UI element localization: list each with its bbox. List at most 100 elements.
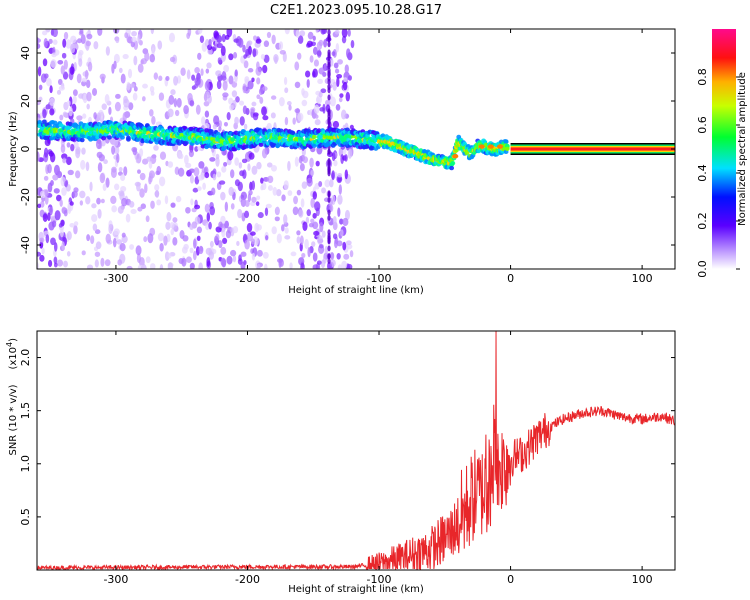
noise-point — [284, 235, 291, 240]
noise-point — [70, 143, 75, 152]
noise-point — [166, 211, 172, 222]
noise-point — [154, 184, 160, 191]
ridge-point — [126, 135, 131, 141]
noise-point — [311, 241, 316, 248]
noise-point — [321, 187, 326, 194]
noise-point — [294, 81, 301, 89]
noise-point — [173, 75, 179, 86]
noise-point — [234, 116, 239, 125]
noise-point — [327, 237, 331, 244]
tone-band — [510, 147, 675, 151]
noise-point — [40, 200, 45, 208]
noise-point — [317, 78, 323, 85]
noise-point — [262, 64, 268, 74]
ridge-point — [452, 154, 459, 159]
noise-point — [203, 122, 210, 130]
noise-point — [80, 159, 86, 170]
noise-point — [228, 97, 234, 105]
noise-point — [95, 139, 102, 150]
spectrogram-y-tick-label: -40 — [19, 236, 32, 254]
noise-point — [117, 259, 123, 266]
noise-point — [57, 259, 64, 267]
noise-point — [137, 206, 143, 212]
noise-point — [194, 67, 200, 74]
noise-point — [259, 96, 264, 104]
noise-point — [313, 230, 320, 236]
noise-point — [63, 209, 68, 217]
noise-point — [86, 264, 94, 269]
noise-point — [319, 222, 324, 233]
noise-point — [278, 96, 285, 107]
noise-point — [52, 29, 58, 38]
ridge-point — [81, 134, 86, 139]
noise-point — [226, 29, 233, 38]
snr-x-ticks: -300 -200 -100 0 100 — [103, 331, 653, 586]
noise-point — [115, 93, 121, 99]
noise-point — [211, 187, 216, 196]
noise-point — [43, 147, 49, 158]
noise-point — [147, 233, 154, 244]
noise-point — [96, 151, 103, 159]
noise-point — [318, 180, 323, 188]
noise-point — [125, 213, 131, 223]
noise-point — [103, 159, 108, 165]
noise-point — [72, 190, 78, 198]
noise-point — [342, 241, 347, 251]
noise-point — [99, 73, 106, 80]
noise-point — [349, 250, 354, 258]
noise-point — [239, 116, 245, 126]
noise-point — [220, 191, 226, 201]
noise-point — [232, 99, 237, 109]
ridge-point — [503, 139, 509, 144]
noise-point — [137, 34, 141, 44]
noise-point — [310, 218, 315, 224]
noise-point — [341, 29, 348, 38]
spectrogram-x-label: Height of straight line (km) — [288, 285, 424, 296]
noise-point — [43, 175, 49, 181]
noise-point — [165, 75, 170, 82]
noise-point — [167, 252, 172, 259]
noise-point — [284, 87, 289, 94]
noise-point — [186, 69, 191, 80]
spectrogram-x-tick-label: -200 — [235, 272, 260, 285]
noise-point — [327, 214, 331, 221]
noise-point — [341, 35, 347, 44]
noise-point — [192, 250, 197, 261]
noise-point — [52, 174, 59, 181]
noise-point — [283, 76, 288, 86]
noise-point — [86, 91, 92, 102]
noise-point — [335, 104, 341, 111]
noise-point — [67, 169, 74, 176]
noise-point — [261, 106, 267, 116]
noise-point — [145, 256, 151, 264]
colorbar-ticks: 0.0 0.2 0.4 0.6 0.8 — [696, 68, 740, 278]
noise-point — [132, 92, 138, 101]
noise-point — [142, 96, 146, 102]
noise-point — [200, 68, 204, 76]
noise-point — [47, 212, 51, 222]
noise-point — [192, 187, 199, 193]
ridge-point — [52, 120, 58, 126]
noise-point — [56, 169, 61, 177]
noise-point — [181, 246, 188, 254]
noise-point — [344, 154, 348, 162]
noise-point — [87, 61, 93, 72]
noise-point — [262, 86, 268, 92]
noise-point — [66, 142, 71, 148]
noise-point — [159, 242, 164, 252]
noise-point — [276, 233, 282, 244]
noise-point — [96, 112, 102, 121]
noise-point — [118, 67, 123, 74]
noise-point — [186, 32, 191, 39]
noise-point — [330, 96, 336, 107]
noise-point — [197, 174, 205, 181]
noise-point — [284, 227, 289, 234]
spectrogram-x-tick-label: -100 — [367, 272, 392, 285]
noise-point — [122, 112, 127, 122]
noise-point — [102, 183, 107, 192]
noise-point — [101, 103, 107, 110]
snr-x-tick-label: -100 — [367, 573, 392, 586]
noise-point — [39, 237, 45, 243]
noise-point — [156, 165, 162, 175]
noise-point — [198, 161, 205, 169]
